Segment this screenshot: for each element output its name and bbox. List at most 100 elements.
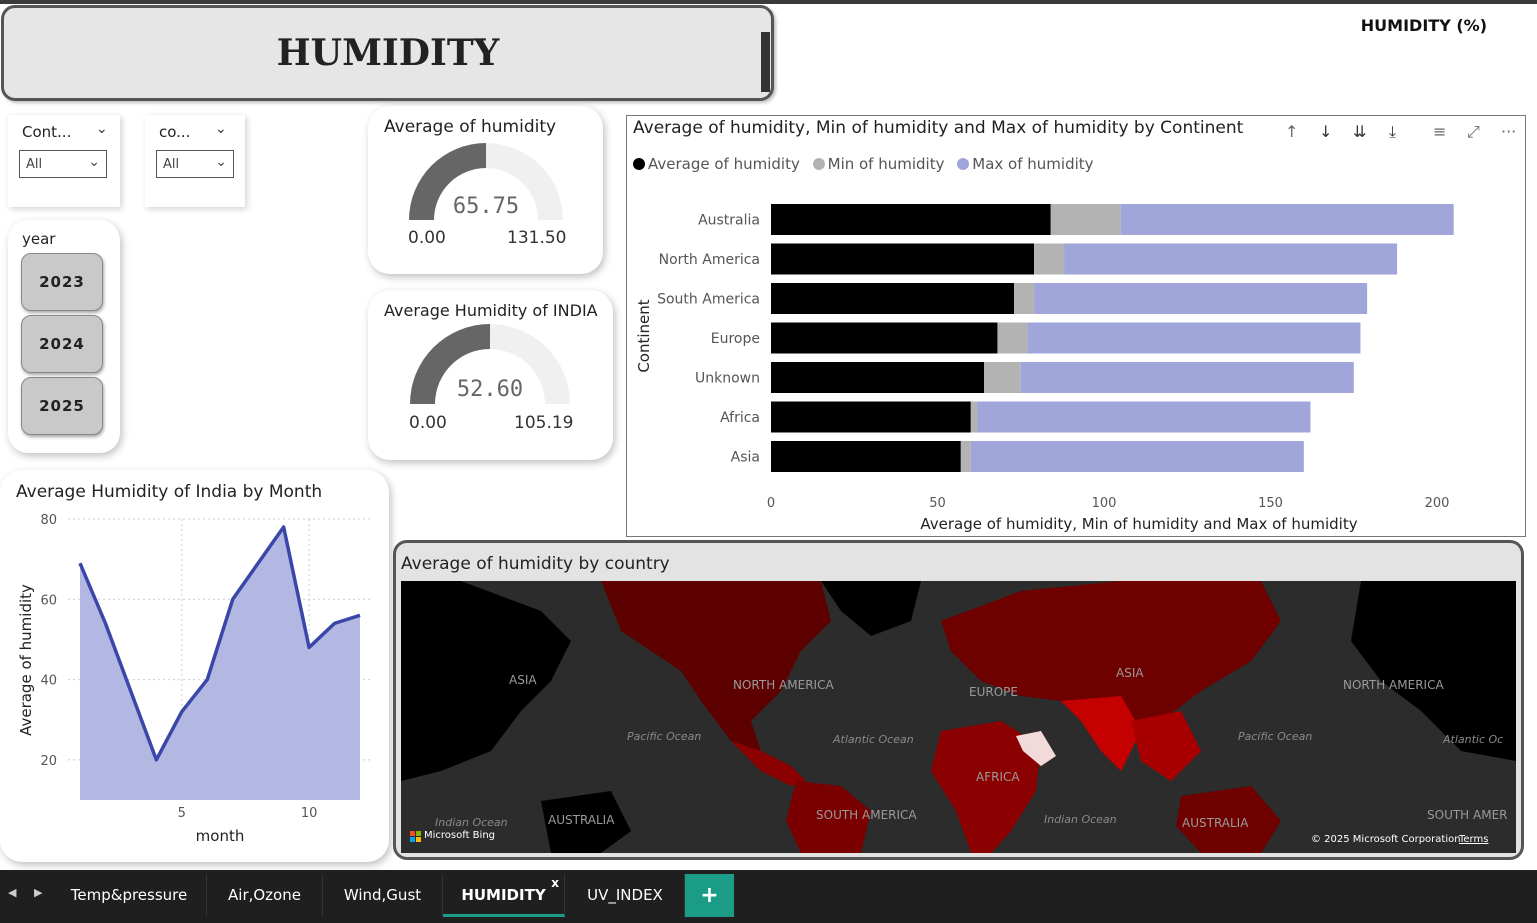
expand-hierarchy-icon[interactable]: ⤓	[1389, 122, 1397, 141]
year-button-2023[interactable]: 2023	[21, 253, 103, 311]
bar-segment-max	[1020, 362, 1354, 393]
map-region-label: EUROPE	[969, 685, 1018, 699]
landmass-greenland	[821, 581, 921, 636]
country-dropdown-value: All	[163, 157, 180, 172]
map-region-label: NORTH AMERICA	[1343, 678, 1444, 692]
title-accent-bar	[761, 32, 770, 92]
landmass-southeast-asia	[1131, 711, 1201, 781]
bar-segment-min	[1014, 283, 1035, 314]
bar-segment-max	[1064, 243, 1398, 275]
y-tick-label: 60	[40, 593, 57, 608]
landmass-eurasia	[941, 581, 1281, 731]
map-title: Average of humidity by country	[401, 554, 670, 574]
gauge-min-label: 0.00	[409, 413, 447, 433]
x-axis-title: month	[196, 827, 245, 845]
country-map-visual[interactable]: Average of humidity by country Microsoft…	[393, 540, 1524, 860]
map-region-label: Indian Ocean	[1044, 813, 1117, 826]
x-tick-label: 10	[301, 806, 318, 821]
add-page-button[interactable]: +	[685, 874, 734, 917]
country-dropdown[interactable]: All ⌄	[156, 150, 234, 178]
bar-segment-min	[997, 322, 1028, 354]
category-label: Europe	[711, 331, 760, 347]
more-options-icon[interactable]: ···	[1501, 122, 1517, 141]
tab-humidity[interactable]: HUMIDITY x	[443, 874, 565, 917]
category-label: Unknown	[695, 371, 760, 387]
category-label: Asia	[731, 450, 760, 466]
bar-segment-min	[984, 362, 1021, 393]
chevron-down-icon: ⌄	[88, 154, 100, 170]
tab-prev-icon[interactable]: ◀	[8, 886, 17, 899]
map-attribution: Microsoft Bing	[424, 830, 496, 841]
world-map[interactable]	[401, 581, 1516, 853]
expand-all-icon[interactable]: ⇊	[1353, 122, 1367, 141]
bar-segment-max	[1027, 322, 1361, 354]
focus-mode-icon[interactable]: ⤢	[1467, 122, 1480, 141]
tab-wind-gust[interactable]: Wind,Gust	[323, 874, 443, 917]
landmass-australia	[1176, 786, 1281, 853]
x-tick-label: 150	[1258, 496, 1283, 511]
map-region-label: NORTH AMERICA	[733, 678, 834, 692]
map-region-label: SOUTH AMERICA	[816, 808, 917, 822]
bar-segment-max	[1120, 204, 1454, 235]
sort-ascending-icon[interactable]: ↑	[1285, 122, 1299, 141]
landmass-south-america	[786, 781, 871, 853]
map-terms-link[interactable]: Terms	[1459, 834, 1489, 845]
x-axis-title: Average of humidity, Min of humidity and…	[920, 515, 1357, 533]
gauge-fill	[409, 143, 486, 220]
chart-title: Average of humidity, Min of humidity and…	[633, 118, 1244, 138]
map-region-label: AUSTRALIA	[1182, 816, 1249, 830]
year-button-2024[interactable]: 2024	[21, 315, 103, 373]
bar-chart-svg: Australia North America South America Europ…	[635, 204, 1454, 533]
category-label: Africa	[720, 410, 760, 426]
tab-temp-pressure[interactable]: Temp&pressure	[52, 874, 207, 917]
top-border	[0, 0, 1537, 4]
year-slicer-header: year	[22, 230, 56, 248]
gauge-title: Average of humidity	[384, 117, 557, 137]
chevron-down-icon[interactable]: ⌄	[215, 121, 227, 137]
continent-slicer-header: Cont...	[22, 123, 72, 141]
continent-dropdown[interactable]: All ⌄	[19, 150, 107, 178]
chevron-down-icon: ⌄	[215, 154, 227, 170]
legend-dot-min	[812, 158, 825, 170]
bar-segment-min	[970, 401, 978, 433]
map-region-label: AUSTRALIA	[548, 813, 615, 827]
gauge-average-humidity	[409, 143, 563, 220]
map-copyright: © 2025 Microsoft Corporation	[1311, 834, 1461, 845]
landmass-east-asia-west	[401, 581, 571, 781]
landmass-north-america-east	[1351, 581, 1516, 761]
continent-bar-chart-visual[interactable]: Average of humidity, Min of humidity and…	[626, 115, 1526, 537]
tab-air-ozone[interactable]: Air,Ozone	[207, 874, 323, 917]
legend-dot-max	[957, 158, 970, 170]
gauge-title: Average Humidity of INDIA	[384, 301, 598, 320]
legend-dot-average	[633, 158, 645, 170]
gauge-card-average-humidity: Average of humidity 65.75 0.00 131.50	[368, 106, 603, 274]
close-tab-icon[interactable]: x	[551, 876, 559, 890]
area-chart-svg: 20 40 60 80 5 10 month Average of humidity	[17, 513, 372, 845]
map-region-label: SOUTH AMER	[1427, 808, 1508, 822]
map-region-label: Atlantic Ocean	[833, 733, 914, 746]
x-tick-label: 50	[929, 496, 946, 511]
bar-segment-average	[771, 362, 985, 393]
landmass-north-america	[601, 581, 831, 751]
tab-uv-index[interactable]: UV_INDEX	[566, 874, 685, 917]
country-slicer-header: co...	[159, 123, 191, 141]
category-label: Australia	[698, 213, 760, 229]
y-axis-title: Continent	[635, 299, 653, 372]
page-title: HUMIDITY	[276, 32, 500, 74]
chevron-down-icon[interactable]: ⌄	[96, 121, 108, 137]
year-button-2025[interactable]: 2025	[21, 377, 103, 435]
filter-icon[interactable]: ≡	[1433, 122, 1447, 141]
gauge-value: 52.60	[456, 377, 524, 402]
gauge-india-humidity	[410, 324, 570, 404]
bar-segment-average	[771, 243, 1035, 275]
x-tick-label: 5	[178, 806, 186, 821]
map-region-label: Indian Ocean	[435, 816, 508, 829]
bar-segment-max	[1034, 283, 1368, 314]
page-tab-bar: ◀ ▶ Temp&pressure Air,Ozone Wind,Gust HU…	[0, 870, 1537, 923]
tab-next-icon[interactable]: ▶	[34, 886, 43, 899]
continent-slicer[interactable]: Cont... ⌄ All ⌄	[8, 115, 120, 207]
drill-down-icon[interactable]: ↓	[1319, 122, 1333, 141]
bar-segment-max	[970, 441, 1304, 472]
chart-legend: Average of humidity Min of humidity Max …	[633, 155, 1102, 173]
country-slicer[interactable]: co... ⌄ All ⌄	[145, 115, 245, 207]
